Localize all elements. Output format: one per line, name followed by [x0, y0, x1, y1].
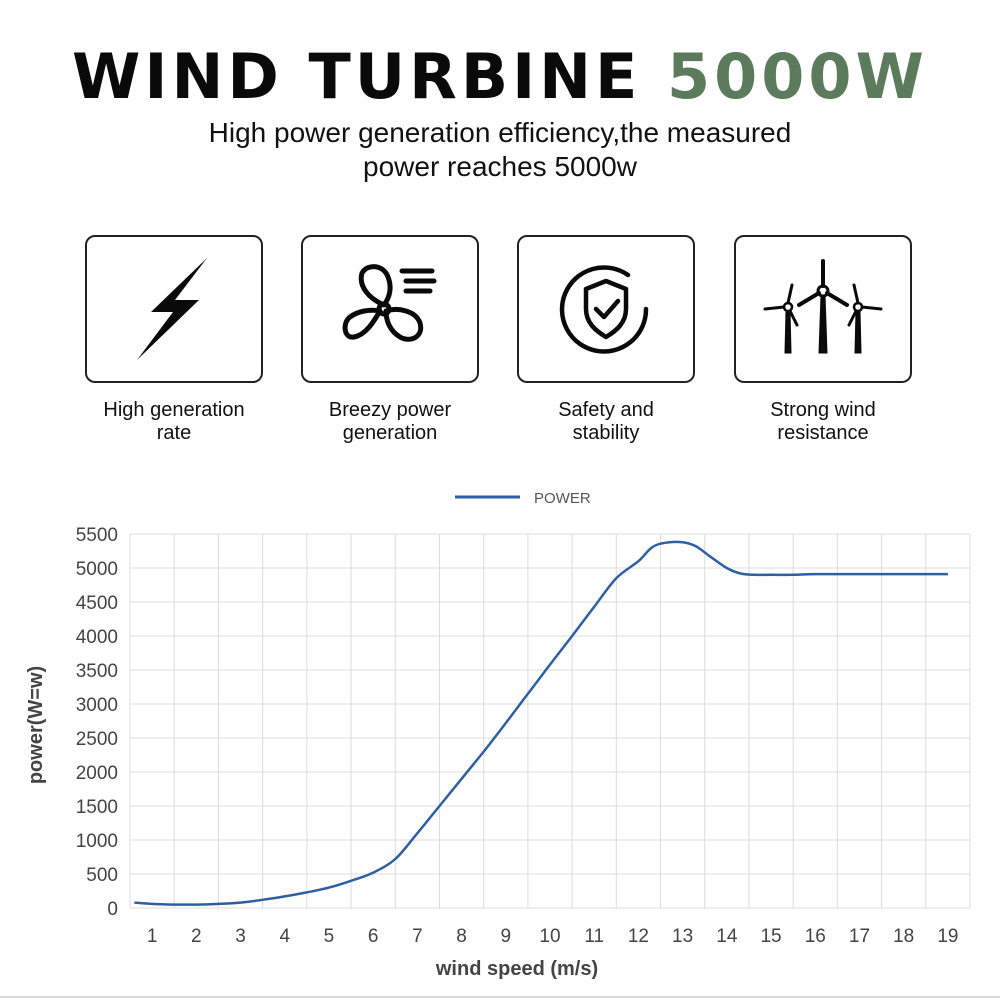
y-tick-label: 5000	[76, 559, 118, 580]
title-accent: 5000W	[666, 40, 928, 113]
x-tick-label: 15	[760, 926, 781, 947]
x-tick-label: 17	[849, 926, 870, 947]
x-axis-ticks: 1 2 3 4 5 6 7 8 9 10 11 12 13 14 15 16 17 18 19	[147, 926, 959, 947]
x-tick-label: 8	[456, 926, 467, 947]
feature-icon-box	[85, 235, 263, 383]
subtitle-line-1: High power generation efficiency,the mea…	[208, 117, 792, 148]
chart-grid	[129, 533, 971, 909]
feature-label: High generation rate	[103, 399, 245, 444]
x-tick-label: 9	[501, 926, 512, 947]
y-tick-label: 1000	[76, 831, 118, 852]
chart-legend: POWER	[455, 490, 591, 507]
y-tick-label: 3000	[76, 695, 118, 716]
legend-label: POWER	[534, 490, 591, 507]
feature-icon-box	[301, 235, 479, 383]
feature-icon-box	[734, 235, 912, 383]
x-tick-label: 5	[324, 926, 335, 947]
bottom-divider	[0, 996, 1000, 998]
y-tick-label: 1500	[76, 797, 118, 818]
y-tick-label: 5500	[76, 525, 118, 546]
y-axis-label: power(W=w)	[25, 666, 47, 784]
y-tick-label: 500	[86, 865, 118, 886]
y-tick-label: 2500	[76, 729, 118, 750]
shield-check-icon	[559, 265, 649, 354]
x-tick-label: 4	[279, 926, 290, 947]
x-tick-label: 19	[937, 926, 958, 947]
x-tick-label: 14	[716, 926, 738, 947]
x-tick-label: 13	[672, 926, 693, 947]
feature-card-breezy-power: Breezy power generation	[301, 235, 479, 445]
subtitle-line-2: power reaches 5000w	[363, 151, 637, 182]
feature-card-high-generation: High generation rate	[85, 235, 263, 445]
x-tick-label: 10	[539, 926, 560, 947]
chart-series	[134, 540, 948, 906]
wind-turbines-icon	[763, 259, 883, 354]
x-tick-label: 12	[628, 926, 649, 947]
power-curve-chart: POWER 0500100015002000250030003500400045…	[25, 490, 971, 980]
series-line-power	[134, 540, 948, 906]
x-tick-label: 11	[584, 926, 604, 947]
y-tick-label: 4000	[76, 627, 118, 648]
y-tick-label: 4500	[76, 593, 118, 614]
lightning-bolt-icon	[137, 258, 207, 360]
fan-breeze-icon	[342, 264, 437, 342]
y-tick-label: 2000	[76, 763, 118, 784]
x-axis-label: wind speed (m/s)	[435, 958, 598, 980]
feature-label: Strong wind resistance	[770, 399, 876, 444]
x-tick-label: 18	[893, 926, 914, 947]
subtitle: High power generation efficiency,the mea…	[0, 116, 1000, 184]
feature-card-strong-wind: Strong wind resistance	[734, 235, 912, 445]
page-title: WIND TURBINE 5000W	[0, 42, 1000, 112]
x-tick-label: 2	[191, 926, 202, 947]
x-tick-label: 16	[805, 926, 826, 947]
y-tick-label: 3500	[76, 661, 118, 682]
x-tick-label: 6	[368, 926, 379, 947]
feature-card-safety: Safety and stability	[517, 235, 695, 445]
feature-label: Breezy power generation	[328, 399, 452, 444]
y-axis-ticks: 0 500 1000 1500 2000 2500 3000 3500 4000 4500 5000…	[76, 525, 118, 920]
title-main: WIND TURBINE	[72, 40, 642, 113]
x-tick-label: 1	[147, 926, 158, 947]
x-tick-label: 3	[235, 926, 246, 947]
feature-icon-box	[517, 235, 695, 383]
x-tick-label: 7	[412, 926, 423, 947]
y-tick-label: 0	[107, 899, 118, 920]
feature-label: Safety and stability	[558, 399, 654, 444]
